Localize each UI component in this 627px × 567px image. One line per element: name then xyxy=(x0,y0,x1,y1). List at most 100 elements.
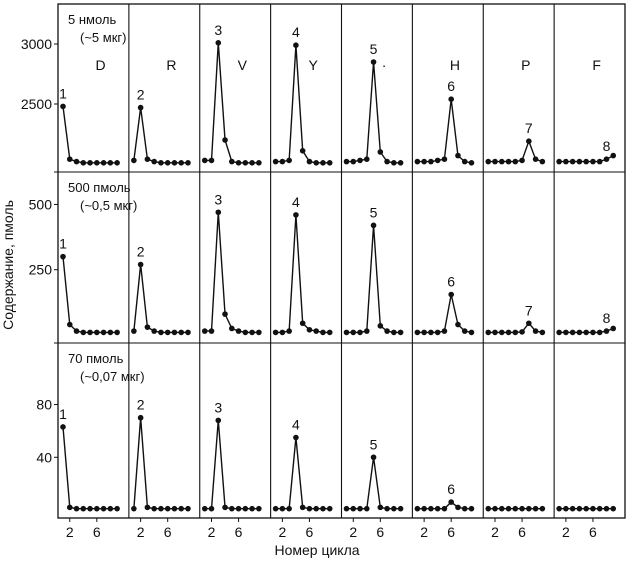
data-point xyxy=(137,261,144,268)
data-point xyxy=(235,328,242,334)
peak-label: 5 xyxy=(370,204,378,220)
data-point xyxy=(526,320,532,327)
data-point xyxy=(313,328,320,334)
data-point xyxy=(272,158,279,165)
data-point xyxy=(512,329,519,336)
data-point xyxy=(363,328,370,334)
x-tick-label: 6 xyxy=(518,524,526,540)
data-point xyxy=(256,160,262,166)
data-point xyxy=(171,160,178,166)
data-point xyxy=(498,329,505,336)
data-point xyxy=(229,505,235,512)
data-point xyxy=(556,158,562,165)
data-point xyxy=(242,160,249,166)
peak-label: 7 xyxy=(525,120,533,136)
data-point xyxy=(485,505,492,512)
data-point xyxy=(286,505,292,512)
data-point xyxy=(222,504,228,511)
data-point xyxy=(299,320,306,327)
data-point xyxy=(583,329,589,336)
data-point xyxy=(498,158,505,165)
y-tick-label: 250 xyxy=(29,262,53,278)
peak-label: 8 xyxy=(603,310,611,326)
data-point xyxy=(87,160,93,166)
peak-label: 3 xyxy=(214,399,222,415)
data-point xyxy=(107,329,114,336)
x-tick-label: 6 xyxy=(447,524,455,540)
peak-label: 3 xyxy=(214,22,222,38)
series-line xyxy=(133,107,188,164)
data-point xyxy=(428,329,434,336)
data-point xyxy=(235,160,242,166)
data-point xyxy=(343,158,350,165)
data-point xyxy=(201,157,208,164)
y-tick-label: 80 xyxy=(36,397,52,413)
data-point xyxy=(185,160,191,166)
residue-label: H xyxy=(450,57,460,73)
x-tick-label: 2 xyxy=(137,524,145,540)
data-point xyxy=(73,505,80,512)
series-line xyxy=(133,417,188,510)
data-point xyxy=(208,505,215,512)
data-point xyxy=(164,329,171,336)
series-line xyxy=(346,61,401,164)
data-point xyxy=(455,504,461,511)
data-point xyxy=(208,328,215,334)
data-point xyxy=(350,505,357,512)
data-point xyxy=(171,329,178,336)
data-point xyxy=(299,504,306,511)
peak-label: 4 xyxy=(292,24,300,40)
data-point xyxy=(576,505,583,512)
x-tick-label: 6 xyxy=(93,524,101,540)
peak-label: 4 xyxy=(292,417,300,433)
peak-label: 3 xyxy=(214,191,222,207)
series-line xyxy=(346,457,401,510)
data-point xyxy=(66,321,73,328)
data-point xyxy=(563,329,569,336)
data-point xyxy=(229,158,235,165)
sample-amount-label: 5 нмоль xyxy=(68,12,116,27)
data-point xyxy=(131,157,137,164)
data-point xyxy=(519,157,525,164)
residue-label: F xyxy=(592,57,601,73)
x-tick-label: 6 xyxy=(376,524,384,540)
sample-amount-mass-label: (~0,5 мкг) xyxy=(80,198,137,213)
data-point xyxy=(87,329,93,336)
data-point xyxy=(242,505,249,512)
data-point xyxy=(229,325,235,332)
data-point xyxy=(569,505,576,512)
data-point xyxy=(249,329,255,336)
data-point xyxy=(569,158,576,165)
series-line xyxy=(275,214,330,334)
data-point xyxy=(222,311,228,317)
data-point xyxy=(313,505,320,512)
data-point xyxy=(151,328,157,334)
data-point xyxy=(242,329,249,336)
data-point xyxy=(498,505,505,512)
data-point xyxy=(576,158,583,165)
data-point xyxy=(313,160,320,166)
data-point xyxy=(114,329,120,336)
data-point xyxy=(596,158,603,165)
data-point xyxy=(526,505,532,512)
data-point xyxy=(73,158,80,165)
data-point xyxy=(441,505,448,512)
peak-label: 6 xyxy=(447,78,455,94)
data-point xyxy=(455,152,461,159)
data-point xyxy=(441,156,448,162)
peak-label: 1 xyxy=(59,406,67,422)
data-point xyxy=(299,148,306,154)
data-point xyxy=(590,158,596,165)
data-point xyxy=(272,329,279,336)
data-point xyxy=(563,505,569,512)
data-point xyxy=(164,505,171,512)
peak-label: 5 xyxy=(370,41,378,57)
data-point xyxy=(94,505,100,512)
data-point xyxy=(505,158,512,165)
x-tick-label: 6 xyxy=(306,524,314,540)
data-point xyxy=(60,253,66,260)
data-point xyxy=(421,158,427,165)
data-point xyxy=(363,156,370,162)
